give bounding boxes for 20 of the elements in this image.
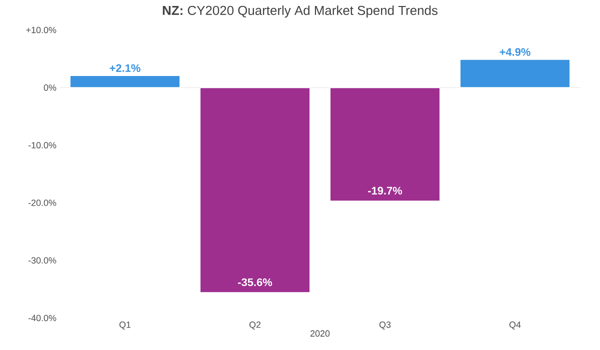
x-tick-label: Q2	[249, 322, 261, 330]
y-tick-label: -20.0%	[28, 200, 56, 206]
x-axis-title: 2020	[310, 330, 330, 337]
data-label: +4.9%	[500, 48, 530, 56]
data-label: -19.7%	[368, 186, 402, 195]
bar	[200, 87, 311, 294]
y-tick-label: -40.0%	[28, 314, 56, 322]
y-tick-label: -30.0%	[28, 257, 56, 264]
bar	[330, 87, 441, 202]
data-label: +2.1%	[110, 64, 140, 72]
x-tick-label: Q3	[379, 322, 391, 330]
bar	[460, 58, 571, 88]
x-tick-label: Q1	[119, 322, 131, 330]
chart-title: NZ: CY2020 Quarterly Ad Market Spend Trends	[162, 6, 438, 18]
data-label: -35.6%	[238, 278, 272, 286]
x-tick-label: Q4	[509, 322, 521, 330]
y-tick-label: +10.0%	[26, 26, 56, 34]
bar	[70, 75, 180, 88]
y-tick-label: 0%	[44, 84, 56, 91]
y-tick-label: -10.0%	[28, 142, 56, 148]
